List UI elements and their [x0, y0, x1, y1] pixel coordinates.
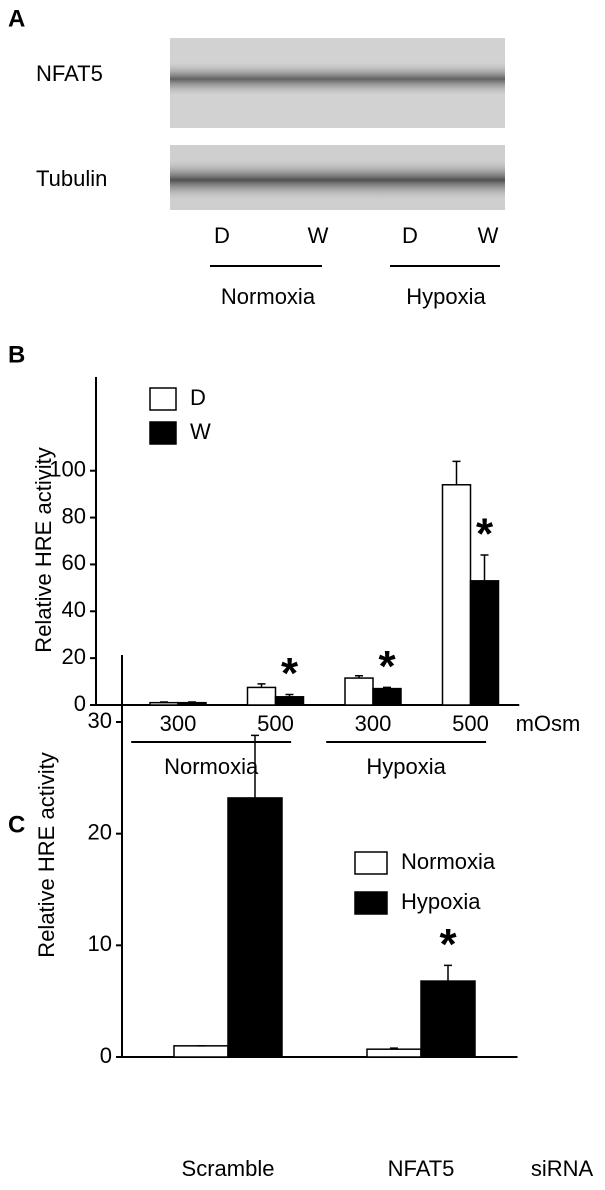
legend-label: D: [190, 385, 206, 410]
bar: [441, 484, 472, 706]
blot-row-label: NFAT5: [36, 61, 103, 86]
error-bar: [444, 964, 452, 982]
y-tick-label: 20: [62, 644, 86, 669]
significance-marker: *: [378, 642, 396, 691]
x-unit-label: siRNA: [531, 1156, 594, 1181]
lane-label: D: [214, 223, 230, 248]
x-tick-label: Scramble: [182, 1156, 275, 1181]
error-bar: [251, 734, 259, 798]
error-bar: [355, 674, 363, 679]
panel-label: B: [8, 341, 25, 368]
group-label: Normoxia: [221, 284, 316, 309]
bar: [420, 980, 476, 1058]
significance-marker: *: [281, 649, 299, 698]
legend-swatch: [149, 421, 177, 445]
x-tick-label: 500: [257, 711, 294, 736]
legend-swatch: [149, 387, 177, 411]
y-tick-label: 0: [74, 691, 86, 716]
bar: [173, 1045, 229, 1058]
group-label: Normoxia: [164, 754, 259, 779]
y-tick-label: 10: [88, 931, 112, 956]
panel-label: C: [8, 811, 25, 838]
error-bar: [480, 554, 489, 581]
legend-label: Normoxia: [401, 849, 496, 874]
x-tick-label: 300: [355, 711, 392, 736]
blot-band: [170, 62, 505, 96]
error-bar: [452, 460, 461, 485]
y-tick-label: 40: [62, 597, 86, 622]
error-bar: [390, 1047, 398, 1050]
y-tick-label: 60: [62, 550, 86, 575]
error-bar: [285, 693, 294, 697]
y-tick-label: 20: [88, 819, 112, 844]
significance-marker: *: [439, 920, 457, 969]
x-tick-label: NFAT5: [388, 1156, 455, 1181]
y-tick-label: 0: [100, 1043, 112, 1068]
y-tick-label: 80: [62, 503, 86, 528]
bar: [366, 1048, 422, 1058]
x-unit-label: mOsm: [516, 711, 581, 736]
error-bar: [188, 701, 196, 703]
lane-label: D: [402, 223, 418, 248]
group-label: Hypoxia: [406, 284, 486, 309]
y-axis-label: Relative HRE activity: [31, 447, 56, 652]
x-tick-label: 500: [452, 711, 489, 736]
blot-band: [170, 160, 505, 200]
blot-row-label: Tubulin: [36, 166, 107, 191]
y-axis-label: Relative HRE activity: [34, 752, 59, 957]
y-tick-label: 100: [49, 457, 86, 482]
lane-label: W: [478, 223, 499, 248]
bar: [227, 797, 283, 1058]
legend-swatch: [354, 851, 388, 875]
error-bar: [383, 686, 391, 689]
group-label: Hypoxia: [366, 754, 446, 779]
y-tick-label: 30: [88, 708, 112, 733]
error-bar: [160, 701, 168, 703]
bar: [344, 677, 374, 706]
bar: [149, 701, 179, 706]
bar: [177, 701, 207, 706]
legend-label: Hypoxia: [401, 889, 481, 914]
legend-label: W: [190, 419, 211, 444]
bar: [246, 686, 277, 706]
significance-marker: *: [476, 510, 494, 559]
bar: [469, 580, 500, 706]
x-tick-label: 300: [160, 711, 197, 736]
lane-label: W: [308, 223, 329, 248]
panel-label: A: [8, 5, 25, 32]
error-bar: [257, 683, 266, 688]
legend-swatch: [354, 891, 388, 915]
